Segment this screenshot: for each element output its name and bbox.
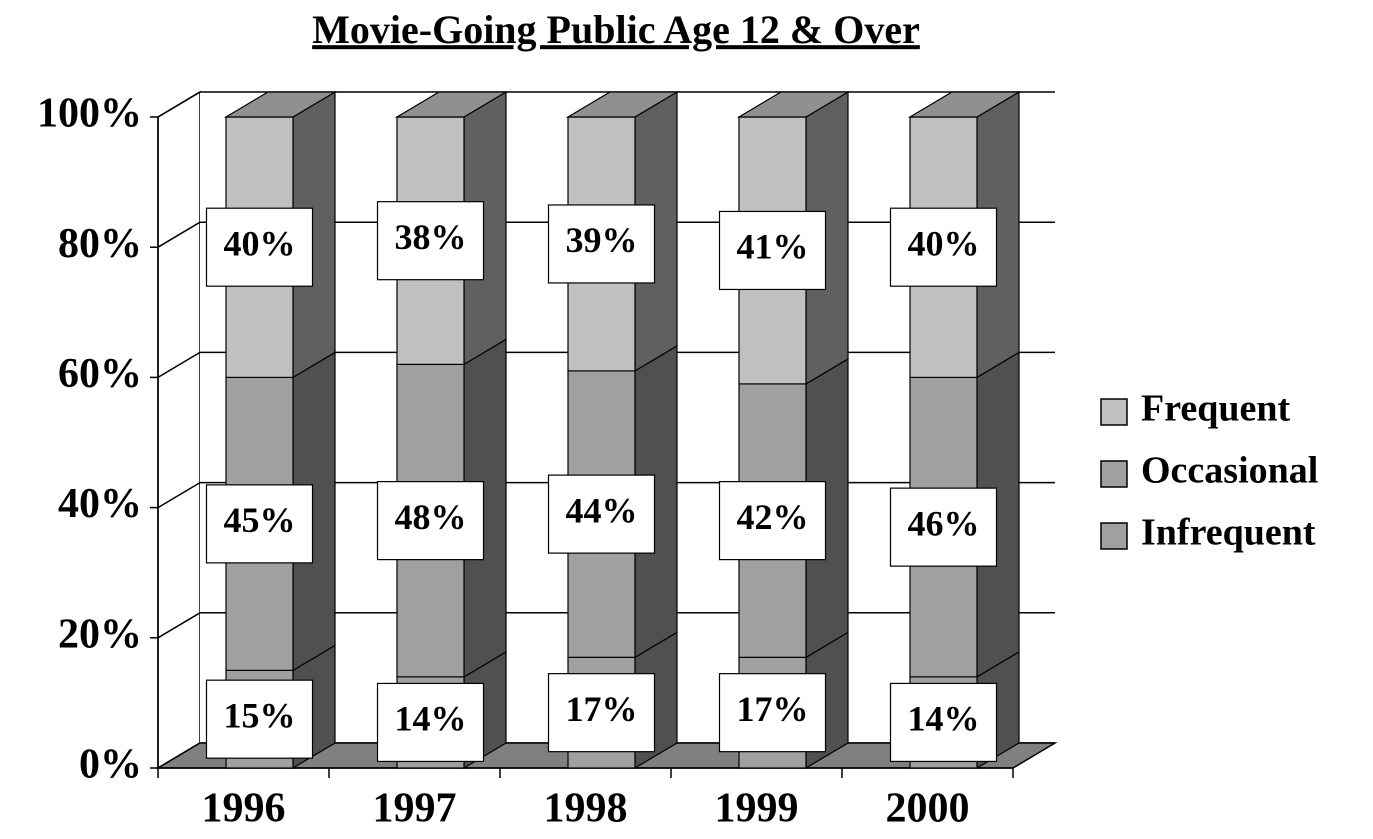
data-label-box [547,204,656,284]
data-label-box [889,207,998,287]
data-label-box [718,481,827,561]
data-label-box [547,474,656,554]
bar-top [907,91,1022,118]
data-label: 39% [566,220,638,260]
legend-swatch [1100,398,1128,426]
data-label: 14% [395,699,467,739]
data-label: 14% [908,699,980,739]
data-label-box [718,210,827,291]
data-label-box [205,207,314,287]
x-tick-label: 1997 [373,786,457,832]
data-label: 44% [566,490,638,530]
y-tick-label: 80% [58,221,142,267]
legend-label: Occasional [1141,450,1318,492]
data-label: 15% [224,695,296,735]
data-label: 38% [395,217,467,257]
x-tick-label: 1998 [544,786,628,832]
data-label-box [376,682,485,763]
data-label: 17% [737,689,809,729]
data-label: 48% [395,497,467,537]
y-tick-label: 40% [58,481,142,527]
data-label-box [376,481,485,561]
grid-line [157,612,201,639]
bar-top [736,91,851,118]
bar-top [394,91,509,118]
data-label-box [889,682,998,763]
data-label: 41% [737,227,809,267]
grid-line [157,351,201,379]
y-tick-label: 0% [79,742,142,788]
data-label: 46% [908,503,980,543]
bar-top [565,91,680,118]
legend-swatch [1100,522,1128,550]
y-tick-label: 100% [37,91,142,137]
y-tick-label: 60% [58,351,142,397]
grid-line [157,91,201,118]
legend-label: Infrequent [1141,512,1316,554]
legend-swatch [1100,460,1128,488]
x-tick-label: 1999 [715,786,799,832]
side-wall [157,90,201,770]
data-label-box [205,679,314,759]
data-label: 45% [224,500,296,540]
data-label-box [376,201,485,281]
bar-top [223,91,338,118]
grid-line [157,481,201,509]
grid-line [157,221,201,248]
data-label: 40% [908,223,980,263]
y-tick-label: 20% [58,611,142,657]
x-tick-label: 1996 [202,786,286,832]
data-label-box [205,484,314,564]
chart-title: Movie-Going Public Age 12 & Over [312,7,920,52]
data-label: 42% [737,497,809,537]
data-label-box [889,487,998,567]
data-label-box [718,673,827,753]
data-label-box [547,673,656,753]
legend-label: Frequent [1141,388,1291,430]
data-label: 40% [224,223,296,263]
x-tick-label: 2000 [886,786,970,832]
data-label: 17% [566,689,638,729]
